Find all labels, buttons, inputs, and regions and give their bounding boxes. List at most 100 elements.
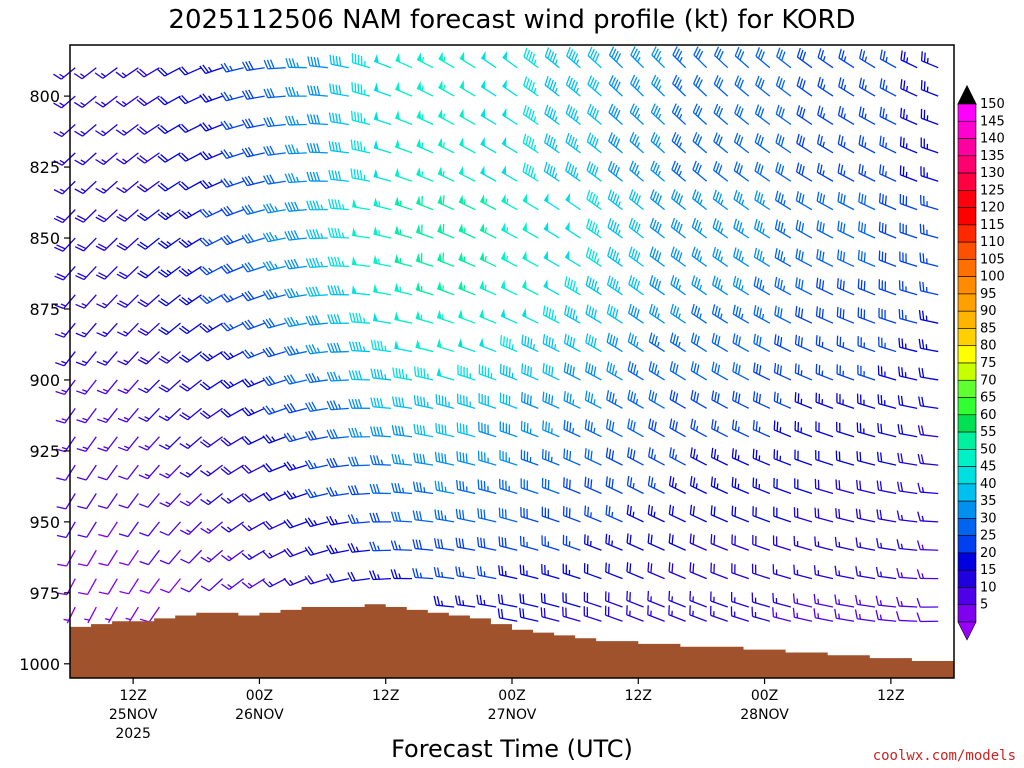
- wind-barb: [241, 60, 265, 72]
- x-tick-label: 12Z: [625, 688, 652, 704]
- wind-barb: [520, 478, 539, 495]
- wind-barb: [391, 482, 413, 495]
- wind-barb: [838, 48, 855, 69]
- colorbar-label: 30: [980, 511, 997, 526]
- wind-barb: [689, 504, 707, 523]
- wind-barb: [606, 332, 623, 353]
- wind-barb: [836, 306, 855, 324]
- wind-barb: [650, 131, 666, 154]
- x-tick-label: 00Z: [751, 688, 778, 704]
- colorbar-swatch: [957, 552, 977, 571]
- wind-barb: [178, 237, 202, 248]
- wind-barb: [416, 80, 434, 97]
- wind-barb: [327, 314, 349, 325]
- wind-barb: [351, 53, 371, 69]
- wind-barb: [608, 103, 623, 125]
- wind-barb: [456, 393, 476, 409]
- wind-barb: [794, 334, 813, 353]
- credit-text[interactable]: coolwx.com/models: [873, 748, 1016, 764]
- wind-barb: [796, 47, 813, 69]
- wind-barb: [878, 336, 897, 353]
- wind-barb: [94, 95, 118, 108]
- wind-barb: [53, 152, 76, 166]
- colorbar-swatch: [957, 276, 977, 295]
- wind-barb: [348, 341, 370, 353]
- wind-barb: [733, 132, 750, 154]
- wind-barb: [689, 605, 707, 622]
- wind-barb: [627, 389, 644, 409]
- wind-barb: [117, 351, 139, 366]
- wind-barb: [876, 451, 897, 466]
- wind-barb: [326, 371, 349, 382]
- wind-barb: [875, 610, 897, 622]
- wind-barb: [630, 46, 645, 69]
- wind-barb: [712, 189, 729, 211]
- wind-barb: [351, 256, 371, 268]
- wind-barb: [434, 480, 455, 495]
- wind-barb: [672, 74, 687, 97]
- wind-barb: [690, 332, 708, 353]
- x-tick-date: 26NOV: [235, 707, 284, 723]
- wind-barb: [691, 303, 708, 324]
- colorbar-swatch: [957, 362, 977, 381]
- wind-barb: [220, 549, 245, 562]
- wind-barb: [95, 265, 118, 280]
- wind-barb: [898, 337, 918, 353]
- wind-barb: [731, 419, 750, 438]
- wind-barb: [455, 537, 476, 551]
- wind-barb: [916, 597, 939, 608]
- colorbar-label: 20: [980, 546, 997, 561]
- wind-barb: [899, 194, 918, 211]
- colorbar-swatch: [957, 328, 977, 347]
- wind-barb: [690, 361, 708, 381]
- wind-barb: [647, 504, 665, 523]
- wind-barb: [920, 80, 939, 97]
- colorbar-label: 45: [980, 460, 997, 475]
- colorbar-label: 75: [980, 356, 997, 371]
- wind-barb: [104, 606, 118, 624]
- wind-barb: [119, 578, 139, 595]
- terrain-fill: [70, 604, 954, 678]
- wind-barb: [116, 265, 139, 280]
- wind-barb: [564, 221, 581, 239]
- wind-barb: [897, 452, 918, 466]
- wind-barb: [96, 294, 118, 309]
- wind-barb: [241, 378, 265, 388]
- wind-barb: [754, 133, 771, 154]
- wind-barb: [668, 605, 686, 622]
- wind-barb: [220, 149, 244, 159]
- wind-barb: [394, 311, 413, 324]
- wind-barb: [562, 506, 581, 523]
- wind-barb: [520, 449, 539, 466]
- wind-barb: [795, 248, 813, 267]
- wind-barb: [285, 58, 307, 69]
- wind-barb: [416, 195, 434, 211]
- wind-barb: [897, 395, 918, 409]
- wind-barb: [369, 512, 391, 523]
- wind-barb: [691, 217, 708, 239]
- colorbar-swatch: [957, 604, 977, 623]
- wind-barb: [606, 275, 623, 296]
- wind-barb: [437, 195, 455, 211]
- wind-barb: [627, 303, 644, 324]
- wind-barb: [220, 205, 244, 217]
- wind-barb: [53, 123, 76, 138]
- wind-barb: [500, 335, 518, 353]
- wind-barb: [854, 594, 876, 608]
- wind-barb: [627, 361, 644, 381]
- wind-barb: [733, 218, 750, 239]
- wind-barb: [283, 432, 307, 443]
- wind-barb: [329, 54, 350, 69]
- wind-barb: [918, 396, 939, 409]
- wind-barb: [878, 221, 897, 239]
- wind-barb: [691, 189, 708, 211]
- wind-barb: [689, 562, 707, 580]
- wind-barb: [651, 74, 666, 97]
- wind-barb: [858, 163, 876, 182]
- wind-barb: [647, 590, 665, 608]
- wind-barb: [436, 281, 455, 296]
- wind-barb: [326, 486, 349, 497]
- wind-barb: [498, 536, 518, 551]
- wind-barb: [522, 250, 539, 267]
- wind-barb: [689, 533, 707, 551]
